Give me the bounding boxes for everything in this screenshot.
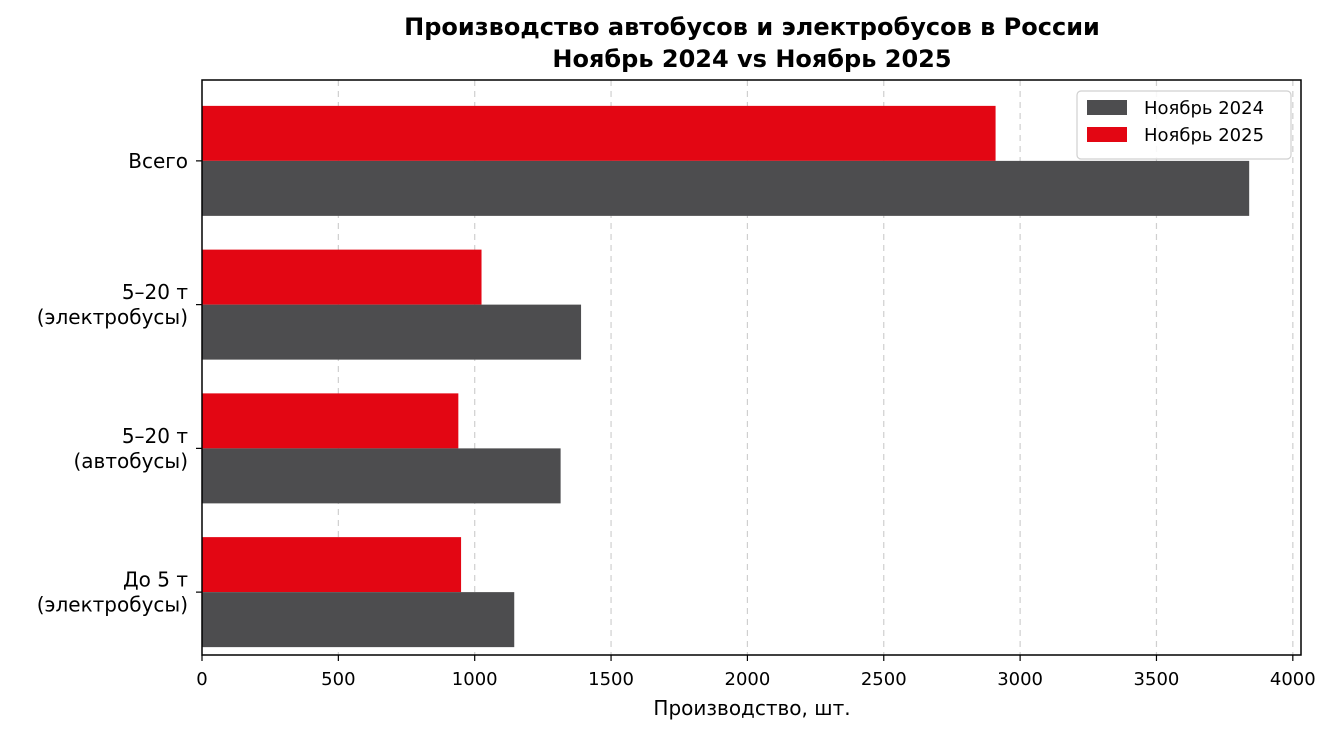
bar-nov-2024 [202, 160, 1250, 216]
y-tick-label: (электробусы) [37, 593, 188, 617]
legend: Ноябрь 2024 Ноябрь 2025 [1076, 90, 1292, 160]
y-tick-label: (электробусы) [37, 305, 188, 329]
y-tick-label: 5–20 т [122, 424, 189, 448]
y-tick-label: Всего [128, 149, 188, 173]
legend-swatch [1087, 100, 1127, 115]
y-tick-label: До 5 т [123, 568, 188, 592]
bar-nov-2025 [202, 393, 459, 449]
x-tick-label: 2500 [861, 669, 907, 690]
grid-lines [337, 80, 1294, 655]
x-tick-label: 3000 [997, 669, 1043, 690]
x-tick-label: 1500 [588, 669, 634, 690]
bar-nov-2025 [202, 249, 482, 305]
legend-label: Ноябрь 2025 [1144, 125, 1264, 146]
y-tick-label: 5–20 т [122, 280, 189, 304]
legend-swatch [1087, 127, 1127, 142]
bar-nov-2024 [202, 304, 582, 360]
x-tick-label: 2000 [725, 669, 771, 690]
bars [202, 105, 1250, 648]
x-tick-label: 0 [196, 669, 207, 690]
bar-nov-2024 [202, 592, 515, 648]
x-axis-ticks: 0 500 1000 1500 2000 2500 3000 3500 4000 [196, 655, 1316, 690]
x-tick-label: 3500 [1134, 669, 1180, 690]
chart-subtitle: Ноябрь 2024 vs Ноябрь 2025 [552, 45, 951, 73]
x-tick-label: 500 [321, 669, 355, 690]
legend-box [1076, 90, 1292, 160]
x-tick-label: 4000 [1270, 669, 1316, 690]
x-axis-label: Производство, шт. [653, 696, 850, 720]
bar-nov-2024 [202, 448, 561, 504]
x-tick-label: 1000 [452, 669, 498, 690]
bar-nov-2025 [202, 537, 462, 593]
y-tick-label: (автобусы) [74, 449, 189, 473]
bar-nov-2025 [202, 105, 996, 161]
plot-frame [201, 79, 1302, 656]
legend-label: Ноябрь 2024 [1144, 98, 1264, 119]
chart-title: Производство автобусов и электробусов в … [404, 13, 1100, 41]
